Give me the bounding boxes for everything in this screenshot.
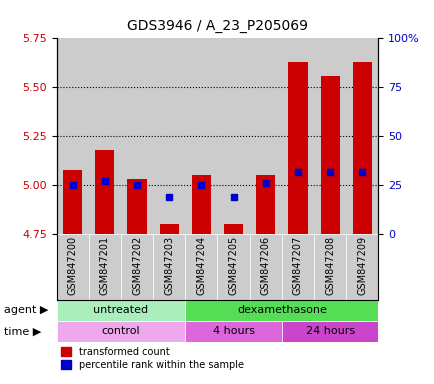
Bar: [224, 225, 243, 234]
Text: untreated: untreated: [93, 305, 148, 315]
Text: GSM847200: GSM847200: [68, 236, 77, 295]
Bar: [127, 179, 146, 234]
Bar: [249, 234, 281, 300]
Bar: [153, 38, 185, 234]
Bar: [95, 150, 114, 234]
Bar: [281, 234, 313, 300]
Bar: [56, 234, 89, 300]
Bar: [313, 38, 345, 234]
Bar: [89, 234, 121, 300]
Bar: [121, 38, 153, 234]
Bar: [185, 38, 217, 234]
Bar: [159, 225, 178, 234]
Text: GSM847201: GSM847201: [100, 236, 109, 295]
Legend: transformed count, percentile rank within the sample: transformed count, percentile rank withi…: [61, 347, 243, 369]
Text: dexamethasone: dexamethasone: [237, 305, 326, 315]
Bar: [320, 76, 339, 234]
Text: GSM847206: GSM847206: [260, 236, 270, 295]
Text: time ▶: time ▶: [4, 326, 42, 336]
Bar: [185, 234, 217, 300]
Bar: [185, 300, 378, 321]
Text: GSM847203: GSM847203: [164, 236, 174, 295]
Bar: [185, 321, 281, 342]
Bar: [249, 38, 281, 234]
Bar: [256, 175, 275, 234]
Text: GSM847209: GSM847209: [357, 236, 366, 295]
Bar: [352, 62, 371, 234]
Text: GDS3946 / A_23_P205069: GDS3946 / A_23_P205069: [127, 19, 307, 33]
Bar: [191, 175, 210, 234]
Bar: [63, 170, 82, 234]
Bar: [153, 234, 185, 300]
Text: control: control: [102, 326, 140, 336]
Bar: [281, 38, 313, 234]
Bar: [345, 38, 378, 234]
Bar: [56, 321, 185, 342]
Bar: [217, 234, 249, 300]
Text: 24 hours: 24 hours: [305, 326, 354, 336]
Bar: [345, 234, 378, 300]
Bar: [281, 321, 378, 342]
Bar: [121, 234, 153, 300]
Bar: [313, 234, 345, 300]
Text: GSM847204: GSM847204: [196, 236, 206, 295]
Text: 4 hours: 4 hours: [212, 326, 254, 336]
Text: GSM847207: GSM847207: [293, 236, 302, 295]
Text: GSM847205: GSM847205: [228, 236, 238, 295]
Bar: [56, 38, 89, 234]
Text: GSM847208: GSM847208: [325, 236, 334, 295]
Bar: [217, 38, 249, 234]
Bar: [288, 62, 307, 234]
Bar: [89, 38, 121, 234]
Text: GSM847202: GSM847202: [132, 236, 141, 295]
Bar: [56, 300, 185, 321]
Text: agent ▶: agent ▶: [4, 305, 49, 315]
